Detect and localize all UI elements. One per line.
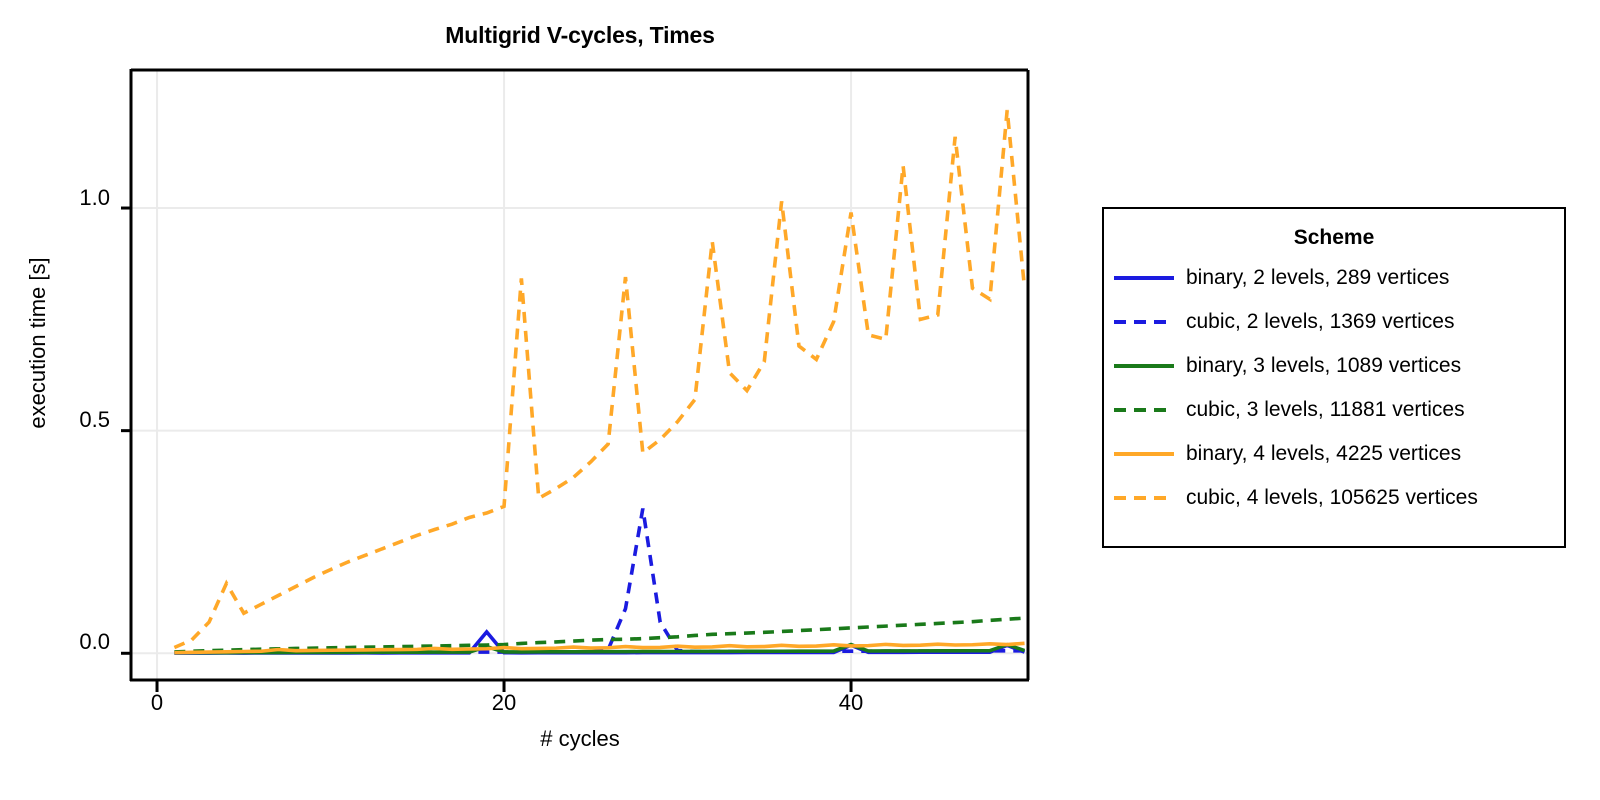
legend-label-2: binary, 3 levels, 1089 vertices: [1186, 354, 1462, 377]
x-axis-label: # cycles: [540, 726, 620, 751]
legend-key-line-2: [1114, 364, 1174, 368]
legend-item-4[interactable]: binary, 4 levels, 4225 vertices: [1104, 432, 1564, 476]
series-line-2: [174, 642, 1026, 655]
y-tick-label-3: 0.0: [79, 629, 110, 654]
series-line-3: [174, 616, 1025, 654]
x-tick-label-2: 20: [491, 690, 517, 715]
y-tick-label-1: 1.0: [79, 185, 110, 210]
legend-item-0[interactable]: binary, 2 levels, 289 vertices: [1104, 256, 1564, 300]
legend-key-line-4: [1114, 452, 1174, 456]
legend-label-5: cubic, 4 levels, 105625 vertices: [1186, 486, 1478, 509]
legend: Scheme binary, 2 levels, 289 vertices cu…: [1102, 207, 1566, 548]
legend-key-line-1: [1114, 320, 1174, 324]
legend-label-0: binary, 2 levels, 289 vertices: [1186, 266, 1450, 289]
legend-item-5[interactable]: cubic, 4 levels, 105625 vertices: [1104, 476, 1564, 520]
legend-item-2[interactable]: binary, 3 levels, 1089 vertices: [1104, 344, 1564, 388]
legend-label-3: cubic, 3 levels, 11881 vertices: [1186, 398, 1465, 421]
legend-key-line-3: [1114, 408, 1174, 412]
legend-title: Scheme: [1293, 226, 1375, 249]
legend-key-line-5: [1114, 496, 1174, 500]
series-line-4: [174, 641, 1025, 655]
legend-item-3[interactable]: cubic, 3 levels, 11881 vertices: [1104, 388, 1564, 432]
x-tick-label-1: 0: [150, 690, 164, 715]
chart-title: Multigrid V-cycles, Times: [445, 22, 715, 48]
legend-item-1[interactable]: cubic, 2 levels, 1369 vertices: [1104, 300, 1564, 344]
legend-key-line-0: [1114, 276, 1174, 280]
y-tick-label-2: 0.5: [79, 407, 110, 432]
legend-label-1: cubic, 2 levels, 1369 vertices: [1186, 310, 1455, 333]
legend-label-4: binary, 4 levels, 4225 vertices: [1186, 442, 1462, 465]
x-tick-label-3: 40: [838, 690, 864, 715]
